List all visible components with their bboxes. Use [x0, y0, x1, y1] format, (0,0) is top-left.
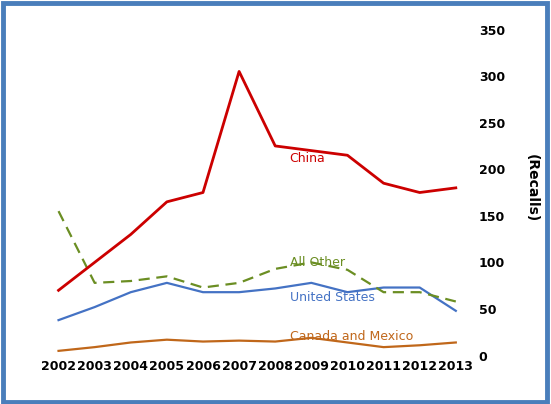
- Y-axis label: (Recalls): (Recalls): [525, 154, 538, 222]
- Text: United States: United States: [290, 292, 375, 305]
- Text: China: China: [290, 152, 326, 165]
- Text: Canada and Mexico: Canada and Mexico: [290, 330, 413, 343]
- Text: All Other: All Other: [290, 256, 345, 269]
